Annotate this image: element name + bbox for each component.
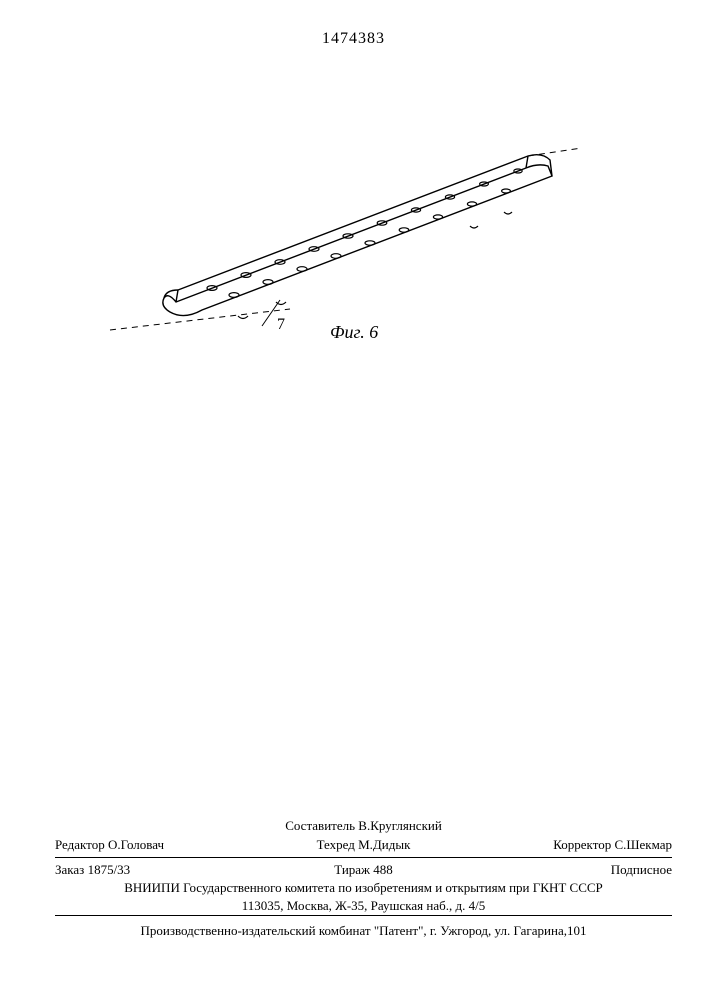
- tehred-credit: Техред М.Дидык: [245, 836, 482, 854]
- order-label: Заказ: [55, 862, 84, 877]
- bottom-bumps: [238, 212, 512, 319]
- corrector-credit: Корректор С.Шекмар: [482, 836, 672, 854]
- document-number: 1474383: [0, 30, 707, 48]
- corrector-label: Корректор: [553, 837, 611, 852]
- org-line: ВНИИПИ Государственного комитета по изоб…: [55, 879, 672, 897]
- compiler-name: В.Круглянский: [358, 818, 442, 833]
- editor-name: О.Головач: [108, 837, 164, 852]
- address-line: 113035, Москва, Ж-35, Раушская наб., д. …: [55, 897, 672, 915]
- spacer: [482, 817, 672, 835]
- tehred-name: М.Дидык: [358, 837, 410, 852]
- page: 1474383: [0, 0, 707, 1000]
- editor-credit: Редактор О.Головач: [55, 836, 245, 854]
- publisher-line: Производственно-издательский комбинат "П…: [55, 919, 672, 940]
- order-value: 1875/33: [88, 862, 131, 877]
- tirazh-credit: Тираж 488: [245, 861, 482, 879]
- tirazh-value: 488: [373, 862, 393, 877]
- compiler-credit: Составитель В.Круглянский: [245, 817, 482, 835]
- figure-6: [80, 130, 600, 350]
- order-row: Заказ 1875/33 Тираж 488 Подписное: [55, 861, 672, 880]
- editor-label: Редактор: [55, 837, 105, 852]
- corrector-name: С.Шекмар: [614, 837, 672, 852]
- figure-svg: [80, 130, 600, 350]
- axis-line-left: [110, 309, 290, 330]
- lead-label-7: 7: [277, 316, 285, 334]
- tehred-label: Техред: [317, 837, 355, 852]
- tirazh-label: Тираж: [334, 862, 370, 877]
- compiler-label: Составитель: [285, 818, 355, 833]
- credits-row-2: Редактор О.Головач Техред М.Дидык Коррек…: [55, 836, 672, 856]
- imprint-block: Составитель В.Круглянский Редактор О.Гол…: [55, 817, 672, 940]
- part-outline: [163, 155, 552, 316]
- order-credit: Заказ 1875/33: [55, 861, 245, 879]
- divider-2: [55, 915, 672, 916]
- divider-1: [55, 857, 672, 858]
- podpisnoe: Подписное: [482, 861, 672, 879]
- spacer: [55, 817, 245, 835]
- credits-row-1: Составитель В.Круглянский: [55, 817, 672, 837]
- figure-caption: Фиг. 6: [330, 322, 378, 343]
